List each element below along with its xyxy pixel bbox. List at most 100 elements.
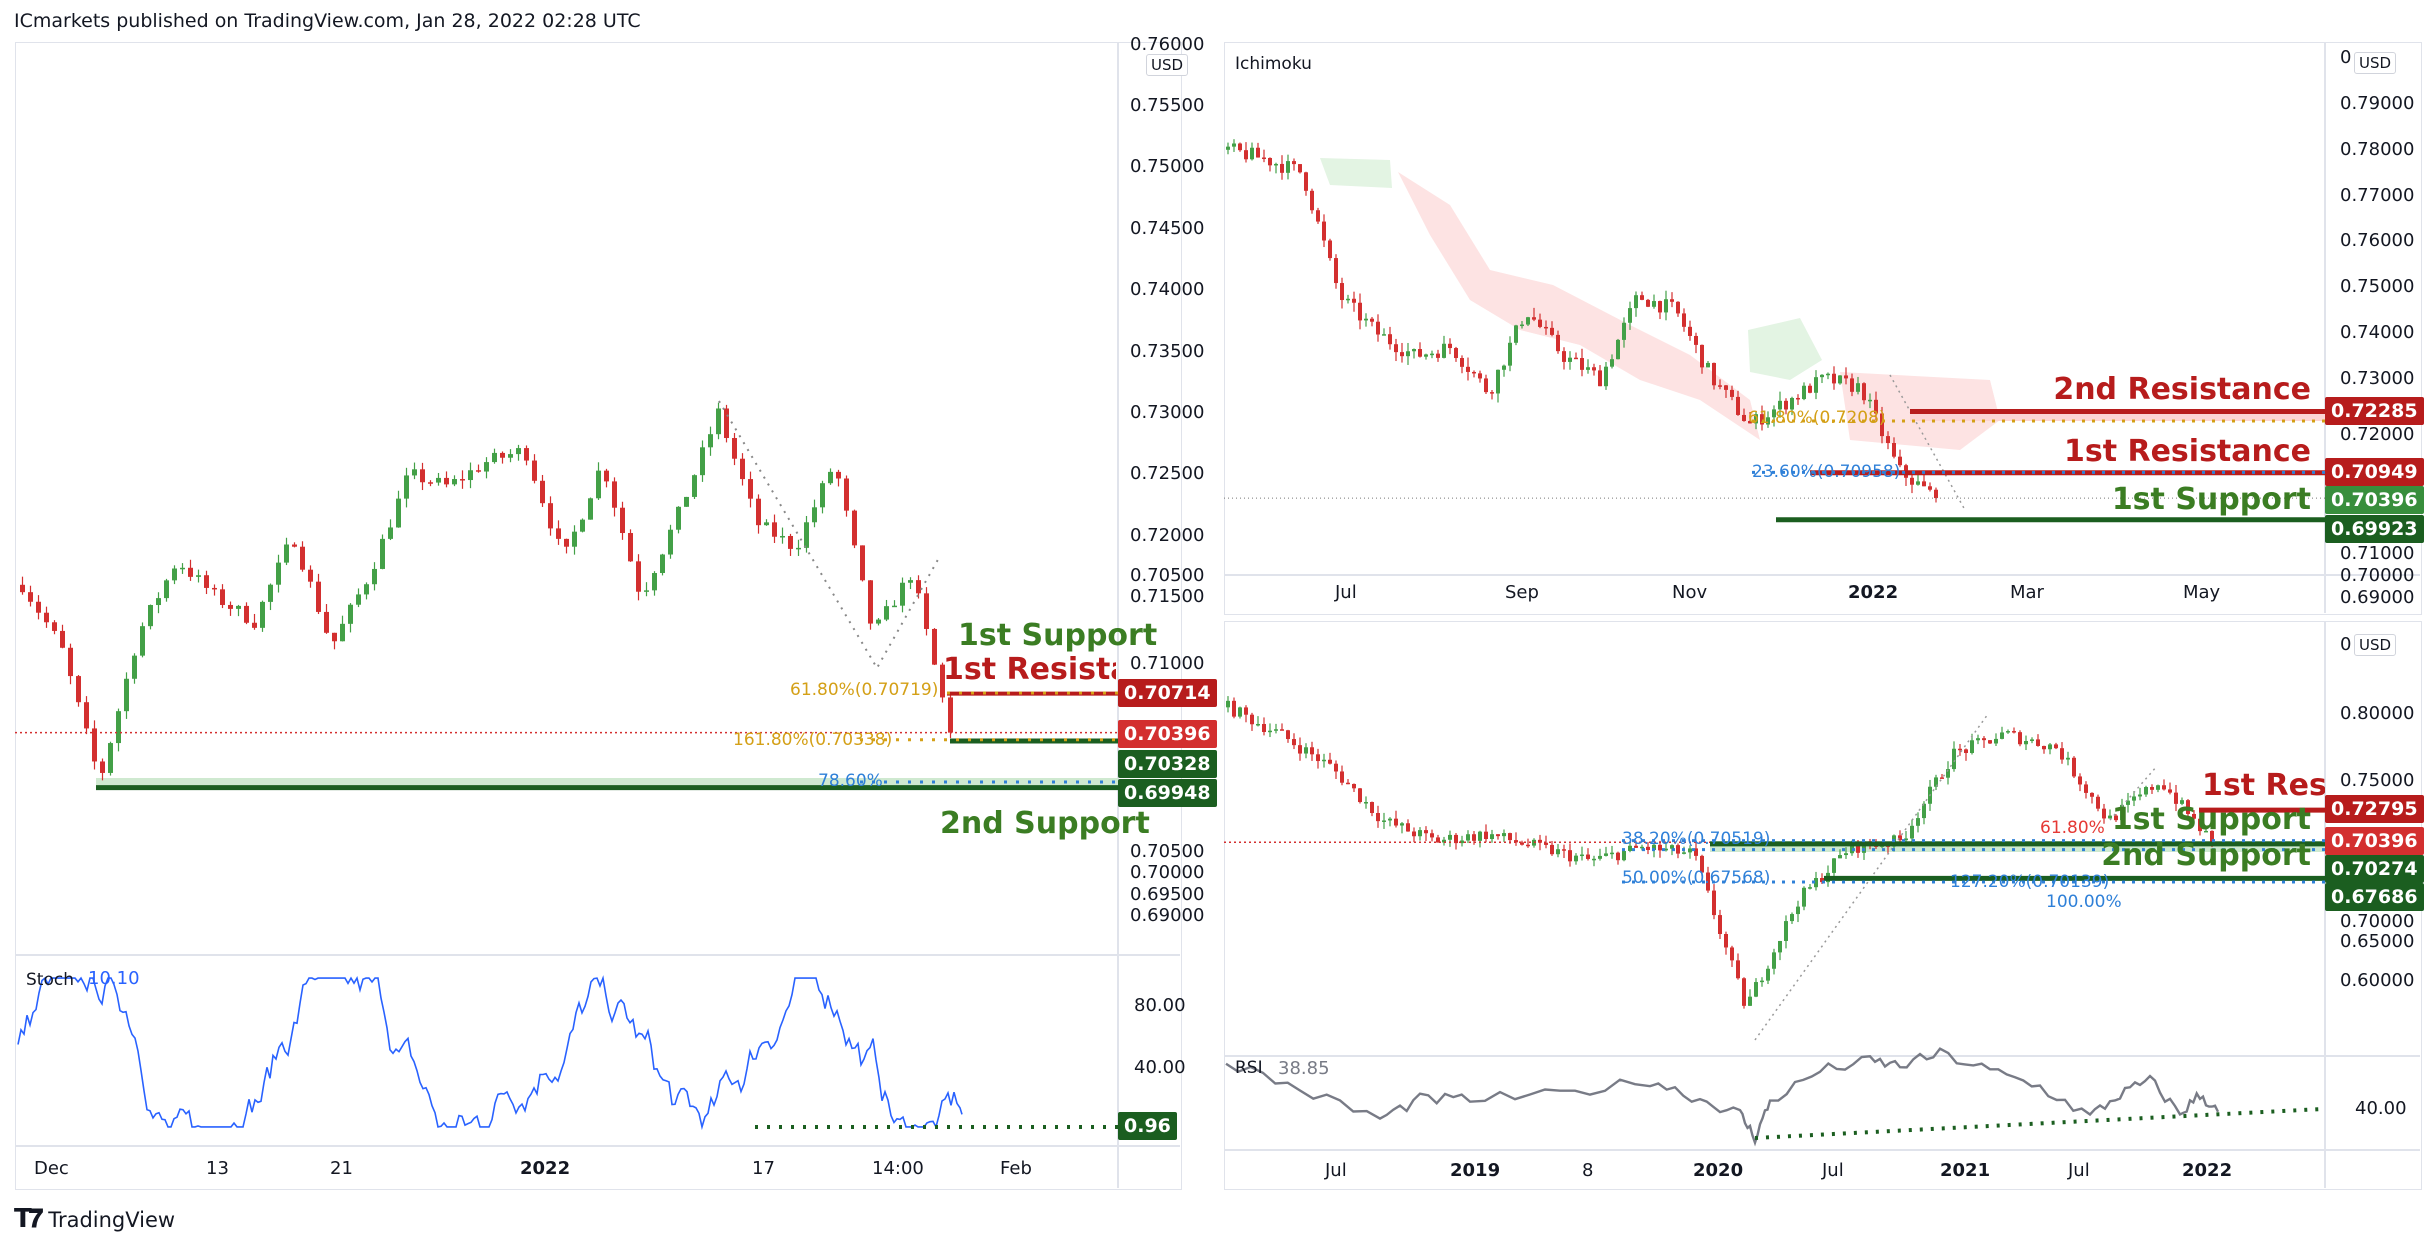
rbot-candle [2012,731,2016,733]
rtop-candle [1232,143,1236,147]
rtop-candle [1754,414,1758,424]
rsi-axis-tick: 40.00 [2355,1098,2407,1119]
left-candle [700,447,705,476]
rbot-candle [1556,849,1560,855]
time-axis-tick: Jul [2068,1160,2090,1181]
left-chart-panel[interactable] [15,42,1182,1190]
rbot-candle [1274,729,1278,731]
rtop-candle [1892,443,1896,457]
rbot-candle [2156,785,2160,790]
left-candle [284,544,289,563]
rbot-candle [2168,789,2172,793]
price-tag-resistance: 0.72285 [2325,396,2424,425]
rbot-candle [1340,771,1344,783]
support-zone [96,778,1118,788]
rbot-candle [1742,978,1746,1006]
left-candle [52,622,57,631]
rbot-candle [1586,854,1590,859]
indicator-name: Ichimoku [1235,54,1312,74]
rbot-candle [2066,757,2070,760]
rtop-candle [1640,295,1644,300]
rtop-candle [1778,400,1782,410]
time-axis-tick: Nov [1672,582,1708,603]
left-candle [340,623,345,642]
rbot-candle [1418,830,1422,837]
left-candle [668,529,673,555]
price-axis-tick: 0.75000 [1130,156,1205,178]
left-candle [828,471,833,484]
rbot-candle [2078,776,2082,785]
rbot-candle [2126,800,2130,805]
left-candle [788,535,793,549]
left-candle [388,527,393,539]
rbot-candle [1694,848,1698,856]
left-candle [876,619,881,624]
rbot-candle [1304,747,1308,754]
rtop-candle [1454,348,1458,359]
resistance-label: 2nd Resistance [2053,372,2311,407]
rbot-candle [1628,845,1632,851]
price-axis-tick: 0.69500 [1130,883,1205,905]
time-axis-tick: 21 [330,1158,353,1179]
rbot-candle [1784,921,1788,941]
rbot-candle [1580,854,1584,857]
rbot-candle [1646,846,1650,850]
price-axis-tick: 0.74000 [1130,279,1205,301]
rtop-candle [1682,313,1686,327]
tradingview-logo-icon: T𝟕 [14,1204,43,1234]
left-candle [532,460,537,481]
resistance-label: 1st Resistance [943,652,1116,687]
rbot-candle [1736,960,1740,979]
rtop-candle [1538,319,1542,327]
rbot-candle [1634,845,1638,848]
rbot-candle [1364,802,1368,804]
left-candle [564,538,569,547]
left-candle [372,568,377,585]
left-candle [124,678,129,712]
left-candle [796,547,801,550]
rbot-candle [1538,839,1542,843]
support-label: 1st Support [958,618,1158,653]
time-axis-tick: Jul [1335,582,1357,603]
left-candle [548,503,553,529]
price-tag-current: 0.70396 [2325,486,2424,515]
resistance-label: 1st Resis [2202,768,2325,803]
rbot-candle [1760,980,1764,983]
rtop-candle [1322,221,1326,241]
rbot-candle [1322,759,1326,762]
rtop-candle [1526,317,1530,325]
rtop-candle [1898,456,1902,466]
time-axis-tick: 8 [1582,1160,1594,1181]
rtop-candle [1886,436,1890,444]
ichimoku-cloud-bull [1320,158,1392,188]
price-axis-tick: 0.70000 [2340,910,2415,932]
price-tag-support: 0.69923 [2325,514,2424,543]
support-label: 2nd Support [940,806,1150,841]
rbot-candle [1934,777,1938,787]
left-candle [316,581,321,612]
time-axis-tick: 17 [752,1158,775,1179]
rbot-candle [1478,831,1482,841]
left-candle [756,498,761,526]
rtop-candle [1616,339,1620,360]
rbot-candle [1370,802,1374,814]
rbot-candle [1706,872,1710,891]
rbot-candle [1898,835,1902,841]
rbot-candle [1268,730,1272,733]
rtop-candle [1736,396,1740,415]
rbot-candle [1520,842,1524,845]
rtop-candle [1730,389,1734,397]
time-axis-tick: May [2183,582,2221,603]
tradingview-logo[interactable]: T𝟕 TradingView [14,1204,175,1235]
rtop-candle [1436,353,1440,358]
left-candle [540,480,545,504]
left-candle [900,582,905,606]
rbot-candle [2210,830,2214,843]
time-axis-tick: 2020 [1693,1160,1744,1181]
fib-label: 61.80%(0.7208) [1748,408,1886,428]
rtop-candle [1520,324,1524,327]
left-candle [924,593,929,629]
left-candle [732,438,737,459]
rtop-candle [1400,352,1404,357]
fib-trend-line [718,400,941,671]
